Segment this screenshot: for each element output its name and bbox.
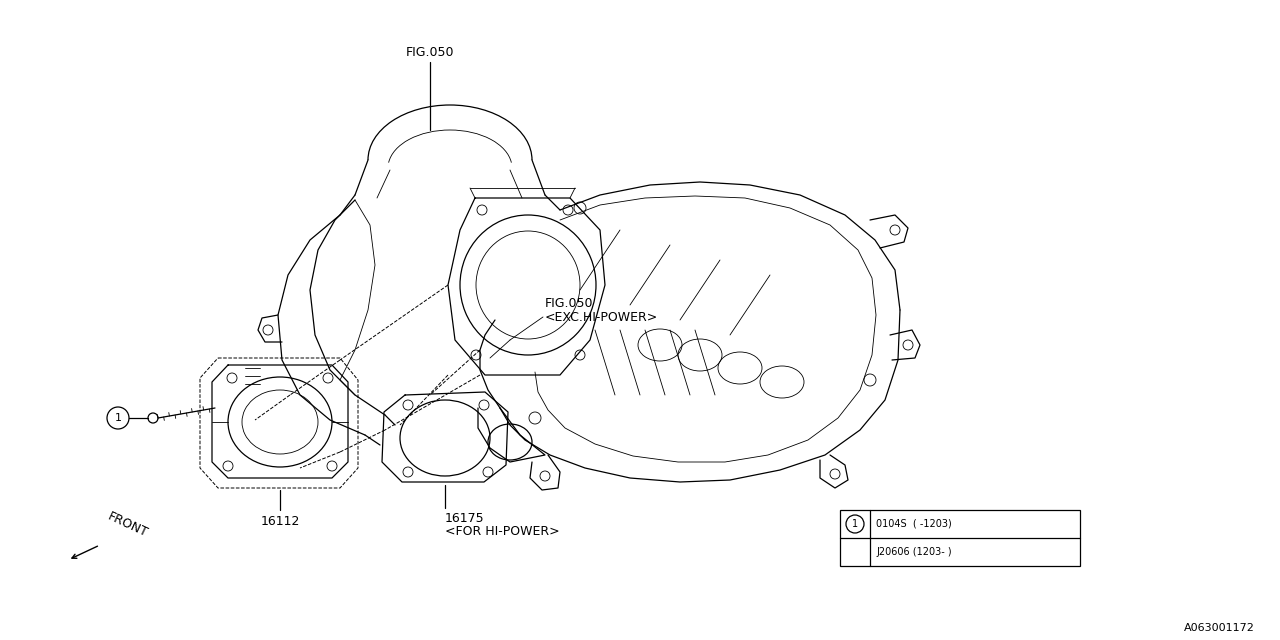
Text: 1: 1 [852, 519, 858, 529]
Text: A063001172: A063001172 [1184, 623, 1254, 633]
Text: 16112: 16112 [260, 515, 300, 528]
Text: FRONT: FRONT [105, 510, 150, 540]
Text: 0104S  ( -1203): 0104S ( -1203) [876, 519, 952, 529]
Text: FIG.050: FIG.050 [406, 45, 454, 58]
Text: J20606 (1203- ): J20606 (1203- ) [876, 547, 951, 557]
Bar [840, 510, 1080, 566]
Text: 16175: 16175 [445, 512, 485, 525]
Text: <FOR HI-POWER>: <FOR HI-POWER> [445, 525, 559, 538]
Text: FIG.050: FIG.050 [545, 297, 594, 310]
Text: 1: 1 [114, 413, 122, 423]
Text: <EXC.HI-POWER>: <EXC.HI-POWER> [545, 311, 658, 324]
